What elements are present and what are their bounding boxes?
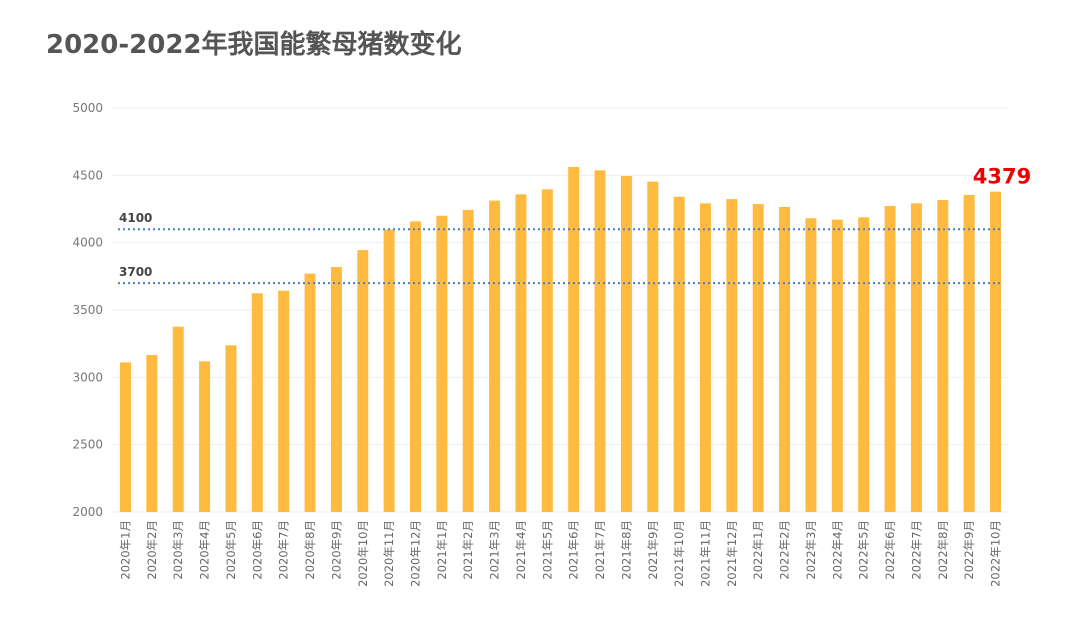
x-tick-label: 2020年10月 [356, 520, 370, 587]
bar [831, 219, 843, 512]
x-tick-label: 2021年7月 [593, 520, 607, 580]
bar [700, 203, 711, 512]
x-tick-label: 2021年4月 [514, 520, 528, 580]
bar [673, 196, 685, 512]
bar [436, 215, 448, 512]
y-tick-label: 4000 [72, 236, 103, 250]
x-tick-label: 2022年3月 [804, 520, 818, 580]
x-tick-label: 2021年2月 [461, 520, 475, 580]
bar [647, 181, 659, 513]
x-tick-label: 2022年5月 [857, 520, 871, 580]
y-tick-label: 4500 [72, 168, 103, 182]
bar [251, 293, 263, 512]
x-tick-label: 2021年10月 [672, 520, 686, 587]
y-tick-label: 3000 [72, 370, 103, 384]
bar [963, 194, 975, 512]
chart-title: 2020-2022年我国能繁母猪数变化 [46, 30, 462, 60]
x-tick-label: 2020年9月 [329, 520, 343, 580]
x-tick-label: 2021年12月 [725, 520, 739, 587]
x-tick-label: 2021年5月 [540, 520, 554, 580]
bar [489, 200, 501, 512]
reference-line-label: 3700 [119, 265, 152, 279]
bar [515, 194, 527, 512]
bar [146, 354, 158, 512]
bar [410, 221, 421, 512]
x-tick-label: 2020年1月 [119, 520, 133, 580]
bar [541, 189, 553, 512]
x-tick-label: 2020年7月 [277, 520, 291, 580]
x-tick-label: 2020年5月 [224, 520, 238, 580]
x-tick-label: 2020年11月 [382, 520, 396, 587]
x-tick-label: 2021年6月 [567, 520, 581, 580]
bar [937, 199, 949, 512]
x-tick-label: 2021年1月 [435, 520, 449, 580]
bar [383, 229, 395, 512]
x-tick-label: 2021年9月 [646, 520, 660, 580]
x-tick-label: 2022年2月 [778, 520, 792, 580]
bar [278, 290, 290, 512]
bar [779, 206, 791, 513]
x-tick-label: 2022年1月 [751, 520, 765, 580]
bar [620, 176, 632, 513]
x-tick-label: 2022年6月 [883, 520, 897, 580]
y-tick-label: 2500 [72, 438, 103, 452]
bar [199, 361, 211, 512]
x-tick-label: 2020年4月 [198, 520, 212, 580]
x-tick-label: 2022年7月 [909, 520, 923, 580]
x-tick-label: 2021年11月 [699, 520, 713, 587]
bar [357, 250, 369, 512]
x-tick-label: 2020年3月 [171, 520, 185, 580]
reference-line-label: 4100 [119, 211, 152, 225]
bar [462, 209, 474, 512]
data-label: 4379 [973, 165, 1031, 189]
y-tick-label: 2000 [72, 505, 103, 519]
y-tick-label: 3500 [72, 303, 103, 317]
bar [172, 326, 184, 512]
bar [594, 170, 606, 513]
x-tick-label: 2020年2月 [145, 520, 159, 580]
x-tick-label: 2020年8月 [303, 520, 317, 580]
bar [120, 362, 131, 512]
x-tick-label: 2022年8月 [936, 520, 950, 580]
bar [752, 204, 764, 512]
bar [225, 345, 237, 512]
bar [304, 273, 316, 512]
x-tick-label: 2021年3月 [488, 520, 502, 580]
bar [858, 217, 870, 512]
x-tick-label: 2022年10月 [989, 520, 1003, 587]
bar [726, 199, 738, 512]
x-tick-label: 2022年4月 [830, 520, 844, 580]
bar [805, 218, 817, 513]
x-tick-label: 2020年12月 [409, 520, 423, 587]
bar [568, 166, 580, 512]
bar [910, 203, 922, 512]
x-tick-label: 2020年6月 [250, 520, 264, 580]
bar [990, 191, 1001, 513]
x-tick-label: 2022年9月 [962, 520, 976, 580]
bar [884, 206, 896, 512]
y-tick-label: 5000 [72, 101, 103, 115]
bar [330, 267, 342, 512]
x-tick-label: 2021年8月 [619, 520, 633, 580]
